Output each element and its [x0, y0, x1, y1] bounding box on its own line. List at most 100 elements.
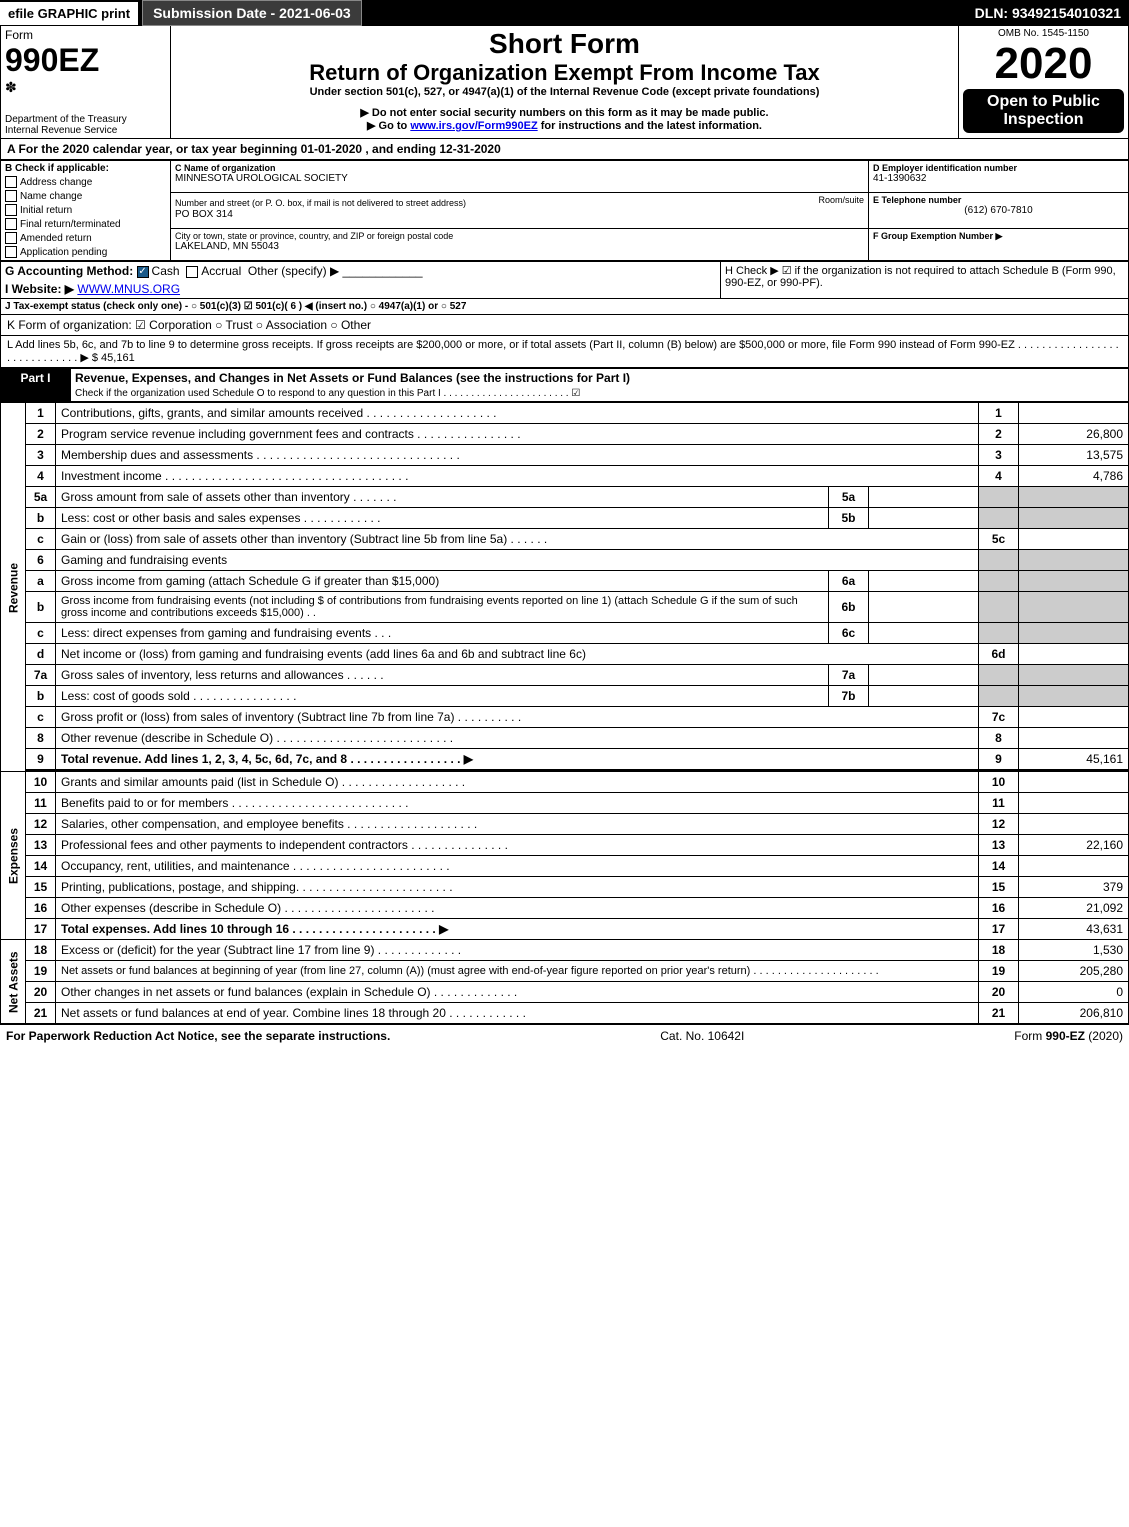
l15-n: 15	[26, 877, 56, 898]
l15-v: 379	[1019, 877, 1129, 898]
l10-b: 10	[979, 772, 1019, 793]
under-section: Under section 501(c), 527, or 4947(a)(1)…	[175, 86, 954, 98]
l5a-v	[869, 487, 979, 508]
l7b-v	[869, 686, 979, 707]
city-label: City or town, state or province, country…	[175, 231, 864, 241]
l19-d: Net assets or fund balances at beginning…	[56, 961, 979, 982]
footer: For Paperwork Reduction Act Notice, see …	[0, 1024, 1129, 1047]
irs-link[interactable]: www.irs.gov/Form990EZ	[410, 120, 537, 132]
l21-n: 21	[26, 1003, 56, 1024]
l8-v	[1019, 728, 1129, 749]
l6-sh	[979, 550, 1019, 571]
l10-d: Grants and similar amounts paid (list in…	[56, 772, 979, 793]
part1-label: Part I	[1, 369, 71, 402]
l17-b: 17	[979, 919, 1019, 940]
goto-post: for instructions and the latest informat…	[538, 120, 762, 132]
room-label: Room/suite	[818, 195, 864, 205]
part1-header: Part I Revenue, Expenses, and Changes in…	[0, 368, 1129, 402]
opt-name: Name change	[20, 191, 82, 202]
l13-n: 13	[26, 835, 56, 856]
omb: OMB No. 1545-1150	[963, 28, 1124, 39]
l6b-sh	[979, 592, 1019, 623]
dept-treasury: Department of the Treasury	[5, 114, 166, 125]
g-cash: Cash	[152, 264, 180, 278]
l5a-sh	[979, 487, 1019, 508]
l6-sh2	[1019, 550, 1129, 571]
ghij-block: G Accounting Method: ✓Cash Accrual Other…	[0, 261, 1129, 315]
l6c-d: Less: direct expenses from gaming and fu…	[56, 623, 829, 644]
top-bar: efile GRAPHIC print Submission Date - 20…	[0, 0, 1129, 26]
l7c-n: c	[26, 707, 56, 728]
l7a-sh2	[1019, 665, 1129, 686]
l5a-d: Gross amount from sale of assets other t…	[56, 487, 829, 508]
l5c-b: 5c	[979, 529, 1019, 550]
l7a-v	[869, 665, 979, 686]
line-h: H Check ▶ ☑ if the organization is not r…	[725, 264, 1124, 289]
l21-v: 206,810	[1019, 1003, 1129, 1024]
l6-n: 6	[26, 550, 56, 571]
org-name: MINNESOTA UROLOGICAL SOCIETY	[175, 173, 864, 184]
l1-b: 1	[979, 403, 1019, 424]
footer-right: Form 990-EZ (2020)	[1014, 1029, 1123, 1043]
l6b-d: Gross income from fundraising events (no…	[56, 592, 829, 623]
l8-n: 8	[26, 728, 56, 749]
l6a-v	[869, 571, 979, 592]
l3-v: 13,575	[1019, 445, 1129, 466]
footer-left: For Paperwork Reduction Act Notice, see …	[6, 1029, 390, 1043]
expenses-label: Expenses	[1, 772, 26, 940]
dln: DLN: 93492154010321	[967, 1, 1129, 25]
l13-b: 13	[979, 835, 1019, 856]
l2-v: 26,800	[1019, 424, 1129, 445]
tax-year: 2020	[963, 39, 1124, 89]
l7c-d: Gross profit or (loss) from sales of inv…	[56, 707, 979, 728]
l6c-n: c	[26, 623, 56, 644]
l7a-b: 7a	[829, 665, 869, 686]
l10-v	[1019, 772, 1129, 793]
l6b-v	[869, 592, 979, 623]
l5b-b: 5b	[829, 508, 869, 529]
l16-v: 21,092	[1019, 898, 1129, 919]
g-label: G Accounting Method:	[5, 264, 133, 278]
l8-d: Other revenue (describe in Schedule O) .…	[56, 728, 979, 749]
l12-d: Salaries, other compensation, and employ…	[56, 814, 979, 835]
l19-v: 205,280	[1019, 961, 1129, 982]
i-label: I Website: ▶	[5, 282, 74, 296]
l7b-n: b	[26, 686, 56, 707]
opt-pending: Application pending	[20, 247, 107, 258]
l4-n: 4	[26, 466, 56, 487]
header-table: Form 990EZ ✽ Department of the Treasury …	[0, 26, 1129, 139]
l7b-sh	[979, 686, 1019, 707]
l17-v: 43,631	[1019, 919, 1129, 940]
l7b-d: Less: cost of goods sold . . . . . . . .…	[56, 686, 829, 707]
l13-v: 22,160	[1019, 835, 1129, 856]
l17-n: 17	[26, 919, 56, 940]
l6d-n: d	[26, 644, 56, 665]
l16-d: Other expenses (describe in Schedule O) …	[56, 898, 979, 919]
l4-b: 4	[979, 466, 1019, 487]
city: LAKELAND, MN 55043	[175, 241, 864, 252]
open-public: Open to Public Inspection	[963, 89, 1124, 133]
l14-d: Occupancy, rent, utilities, and maintena…	[56, 856, 979, 877]
l6a-b: 6a	[829, 571, 869, 592]
g-accrual: Accrual	[201, 264, 241, 278]
l18-n: 18	[26, 940, 56, 961]
l5a-b: 5a	[829, 487, 869, 508]
part1-check: Check if the organization used Schedule …	[75, 388, 580, 399]
submission-date: Submission Date - 2021-06-03	[142, 0, 362, 26]
street: PO BOX 314	[175, 209, 864, 220]
l20-v: 0	[1019, 982, 1129, 1003]
l12-b: 12	[979, 814, 1019, 835]
l6b-n: b	[26, 592, 56, 623]
l11-n: 11	[26, 793, 56, 814]
phone: (612) 670-7810	[873, 205, 1124, 216]
line-l: L Add lines 5b, 6c, and 7b to line 9 to …	[0, 336, 1129, 368]
l5b-n: b	[26, 508, 56, 529]
l15-d: Printing, publications, postage, and shi…	[56, 877, 979, 898]
website-link[interactable]: WWW.MNUS.ORG	[77, 282, 180, 296]
l5a-n: 5a	[26, 487, 56, 508]
form-number: 990EZ	[5, 42, 166, 79]
l7b-sh2	[1019, 686, 1129, 707]
l14-n: 14	[26, 856, 56, 877]
d-label: D Employer identification number	[873, 163, 1124, 173]
return-title: Return of Organization Exempt From Incom…	[175, 60, 954, 86]
